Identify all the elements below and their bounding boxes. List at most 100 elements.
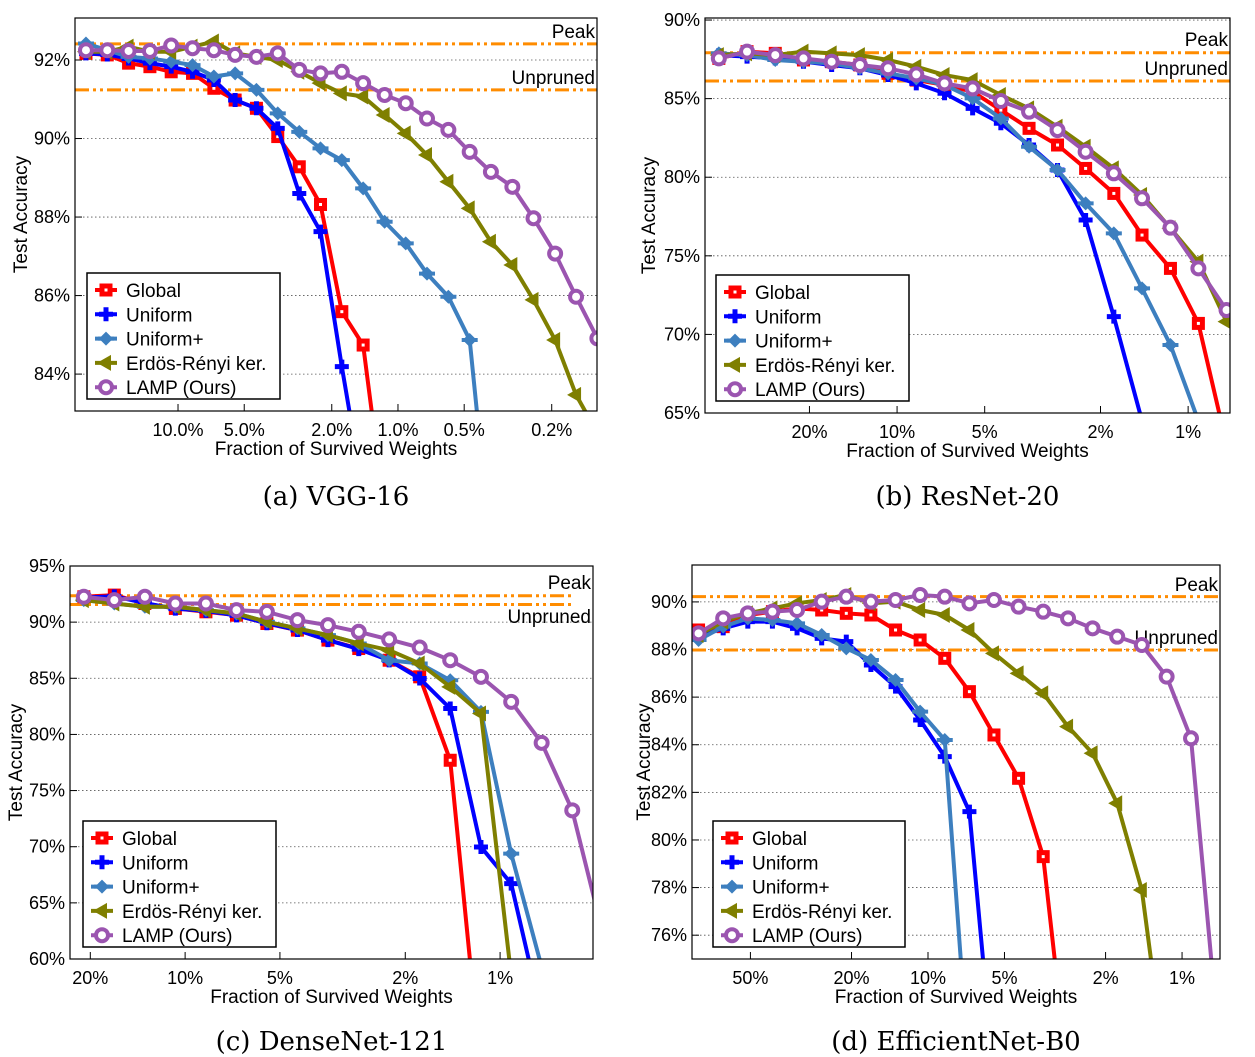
data-point bbox=[460, 200, 475, 217]
diamond-marker-icon bbox=[724, 879, 740, 894]
data-point bbox=[136, 588, 153, 605]
data-point bbox=[1190, 260, 1207, 277]
data-point bbox=[823, 53, 840, 70]
data-point bbox=[533, 734, 550, 751]
chart-panel: 60% 65% 70% 75% 80% 85% 90% 95% 20% 10% 5% 2% 1% Frac… bbox=[6, 556, 594, 1057]
data-point bbox=[397, 236, 414, 251]
x-tick-label: 0.5% bbox=[444, 420, 485, 440]
data-point bbox=[887, 672, 904, 687]
legend-item: Erdös-Rényi ker. bbox=[721, 902, 892, 923]
data-point bbox=[1077, 143, 1094, 160]
chart-panel: 65% 70% 75% 80% 85% 90% 20% 10% 5% 2% 1% Fraction o… bbox=[639, 10, 1231, 512]
data-point bbox=[739, 605, 756, 622]
triangle-left-marker-icon bbox=[723, 902, 737, 919]
x-axis-label: Fraction of Survived Weights bbox=[215, 439, 458, 460]
y-tick-label: 88% bbox=[651, 640, 687, 660]
data-point bbox=[851, 56, 868, 73]
y-tick-label: 76% bbox=[651, 925, 687, 945]
y-tick-label: 75% bbox=[664, 246, 700, 266]
data-point bbox=[795, 50, 812, 67]
data-point bbox=[1079, 161, 1093, 175]
diamond-marker-icon bbox=[94, 879, 110, 894]
data-point bbox=[440, 289, 457, 304]
data-point bbox=[964, 80, 981, 97]
data-point bbox=[481, 233, 496, 250]
square-marker-icon bbox=[725, 831, 739, 845]
data-point bbox=[418, 266, 435, 281]
circle-marker-icon bbox=[727, 381, 743, 398]
x-tick-label: 50% bbox=[732, 968, 768, 988]
data-point bbox=[1109, 628, 1126, 645]
data-point bbox=[912, 704, 929, 719]
x-tick-label: 1% bbox=[487, 968, 513, 988]
y-tick-label: 82% bbox=[651, 782, 687, 802]
data-point bbox=[1021, 103, 1038, 120]
data-point bbox=[764, 603, 781, 620]
data-point bbox=[960, 621, 975, 638]
reference-label-unpruned: Unpruned bbox=[508, 607, 591, 628]
data-point bbox=[1158, 668, 1175, 685]
data-point bbox=[473, 839, 488, 854]
data-point bbox=[739, 43, 756, 60]
data-point bbox=[248, 48, 265, 65]
legend-item: Erdös-Rényi ker. bbox=[91, 902, 262, 923]
x-tick-label: 1.0% bbox=[377, 420, 418, 440]
reference-label-peak: Peak bbox=[1185, 30, 1229, 51]
reference-label-peak: Peak bbox=[548, 573, 592, 594]
data-point bbox=[1191, 316, 1205, 330]
data-point bbox=[313, 224, 328, 239]
data-point bbox=[838, 588, 855, 605]
data-point bbox=[1217, 314, 1230, 329]
reference-label-unpruned: Unpruned bbox=[512, 68, 595, 89]
plot-frame bbox=[69, 565, 594, 960]
circle-marker-icon bbox=[724, 927, 740, 944]
data-point bbox=[205, 69, 222, 84]
data-point bbox=[411, 639, 428, 656]
y-tick-label: 90% bbox=[664, 10, 700, 30]
y-tick-label: 84% bbox=[651, 735, 687, 755]
plot-frame bbox=[704, 17, 1231, 414]
data-point bbox=[461, 143, 478, 160]
data-point bbox=[936, 588, 953, 605]
data-point bbox=[503, 693, 520, 710]
y-tick-label: 80% bbox=[29, 724, 65, 744]
legend: Global Uniform Uniform+ Erdös-Rényi ker. LAM… bbox=[82, 820, 277, 948]
data-point bbox=[1105, 165, 1122, 182]
subfigure-caption: (d) EfficientNet-B0 bbox=[831, 1027, 1080, 1057]
legend-label: Uniform bbox=[755, 307, 822, 328]
diamond-marker-icon bbox=[727, 333, 743, 348]
square-marker-icon bbox=[95, 831, 109, 845]
legend-item: Global bbox=[91, 829, 177, 850]
triangle-left-marker-icon bbox=[97, 354, 111, 371]
x-axis-label: Fraction of Survived Weights bbox=[835, 987, 1078, 1008]
legend-label: LAMP (Ours) bbox=[126, 378, 237, 399]
data-point bbox=[227, 46, 244, 63]
x-tick-label: 5.0% bbox=[224, 420, 265, 440]
legend-label: Erdös-Rényi ker. bbox=[755, 356, 895, 377]
data-point bbox=[567, 386, 582, 403]
data-point bbox=[205, 42, 222, 59]
legend: Global Uniform Uniform+ Erdös-Rényi ker. LAM… bbox=[715, 274, 910, 402]
data-point bbox=[1134, 281, 1151, 296]
data-point bbox=[564, 802, 581, 819]
legend-label: Uniform bbox=[122, 853, 189, 874]
subfigure-caption: (b) ResNet-20 bbox=[876, 482, 1060, 512]
y-tick-label: 90% bbox=[34, 129, 70, 149]
x-tick-label: 5% bbox=[991, 968, 1017, 988]
data-point bbox=[442, 652, 459, 669]
data-point bbox=[767, 47, 784, 64]
data-point bbox=[441, 678, 456, 695]
data-point bbox=[319, 617, 336, 634]
x-tick-label: 20% bbox=[791, 422, 827, 442]
square-marker-icon bbox=[99, 283, 113, 297]
data-point bbox=[839, 606, 853, 620]
y-axis-label: Test Accuracy bbox=[11, 155, 32, 273]
data-point bbox=[1034, 685, 1049, 702]
x-tick-label: 1% bbox=[1169, 968, 1195, 988]
data-point bbox=[1105, 226, 1122, 241]
data-point bbox=[471, 705, 486, 722]
data-point bbox=[77, 42, 94, 59]
data-point bbox=[376, 86, 393, 103]
x-tick-label: 1% bbox=[1175, 422, 1201, 442]
data-point bbox=[1084, 620, 1101, 637]
